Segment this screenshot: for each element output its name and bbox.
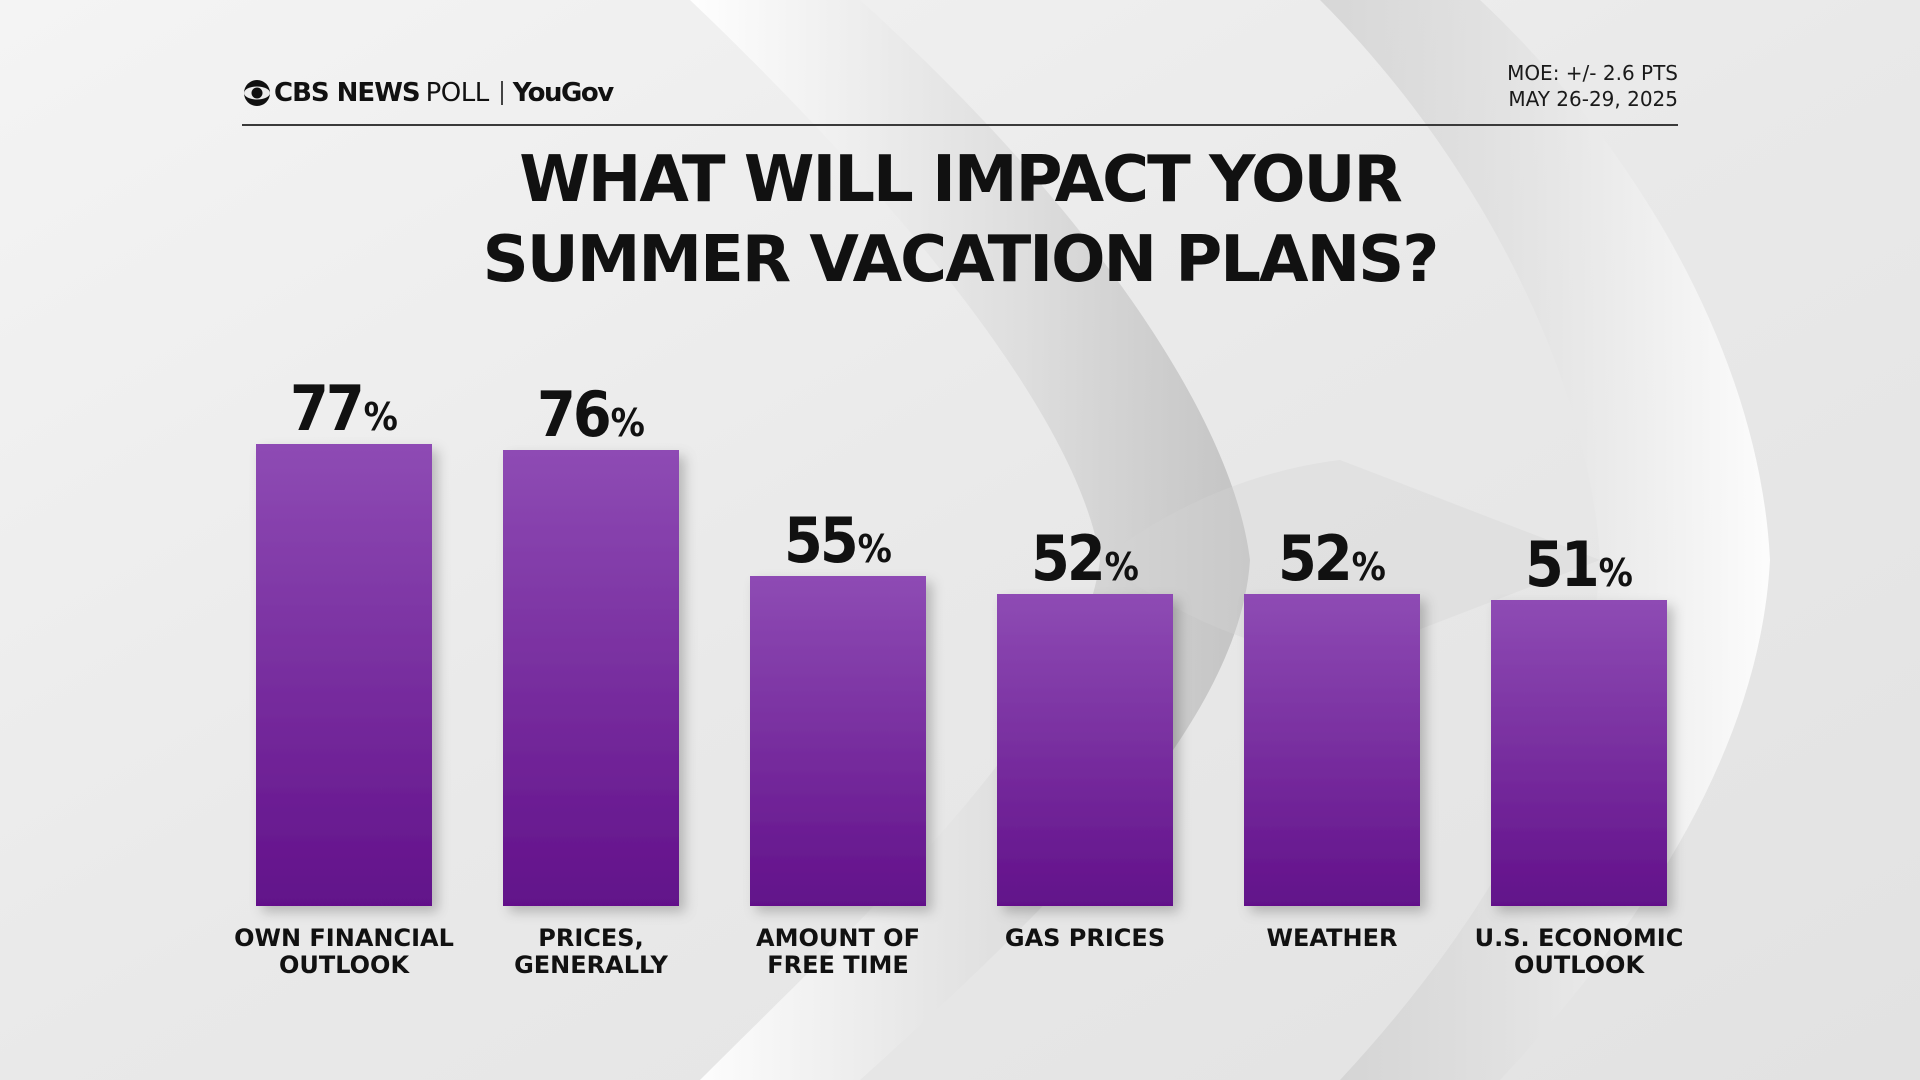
brand-divider xyxy=(500,81,503,105)
brand-cbs-news: CBS NEWS xyxy=(274,78,421,108)
category-label-5: U.S. ECONOMIC OUTLOOK xyxy=(1475,924,1684,979)
header-bar: CBS NEWS POLL YouGov MOE: +/- 2.6 PTS MA… xyxy=(242,60,1678,126)
brand-poll: POLL xyxy=(425,78,490,108)
margin-of-error: MOE: +/- 2.6 PTS xyxy=(1507,61,1678,85)
bar-4 xyxy=(1244,594,1420,906)
value-label-3: 52% xyxy=(1031,522,1139,595)
poll-meta: MOE: +/- 2.6 PTS MAY 26-29, 2025 xyxy=(1507,60,1678,112)
category-label-4: WEATHER xyxy=(1267,924,1398,952)
value-label-4: 52% xyxy=(1278,522,1386,595)
cbs-eye-icon xyxy=(244,80,270,106)
bar-0 xyxy=(256,444,432,906)
bar-1 xyxy=(503,450,679,906)
bar-3 xyxy=(997,594,1173,906)
category-label-3: GAS PRICES xyxy=(1005,924,1165,952)
bar-5 xyxy=(1491,600,1667,906)
chart-title-line-2: SUMMER VACATION PLANS? xyxy=(482,223,1440,297)
value-label-0: 77% xyxy=(290,372,398,445)
chart-title-line-1: WHAT WILL IMPACT YOUR xyxy=(519,143,1403,217)
category-label-0: OWN FINANCIAL OUTLOOK xyxy=(234,924,454,979)
brand-logo: CBS NEWS POLL YouGov xyxy=(242,78,614,108)
brand-yougov: YouGov xyxy=(512,78,614,108)
category-label-2: AMOUNT OF FREE TIME xyxy=(756,924,920,979)
bars-group: 77% OWN FINANCIAL OUTLOOK 76% PRICES, GENERAL… xyxy=(234,372,1683,979)
value-label-5: 51% xyxy=(1525,528,1633,601)
category-label-1: PRICES, GENERALLY xyxy=(514,924,668,979)
chart-title: WHAT WILL IMPACT YOUR SUMMER VACATION PL… xyxy=(0,140,1920,300)
bar-2 xyxy=(750,576,926,906)
poll-dates: MAY 26-29, 2025 xyxy=(1508,87,1678,111)
value-label-2: 55% xyxy=(784,504,892,577)
value-label-1: 76% xyxy=(537,378,645,451)
